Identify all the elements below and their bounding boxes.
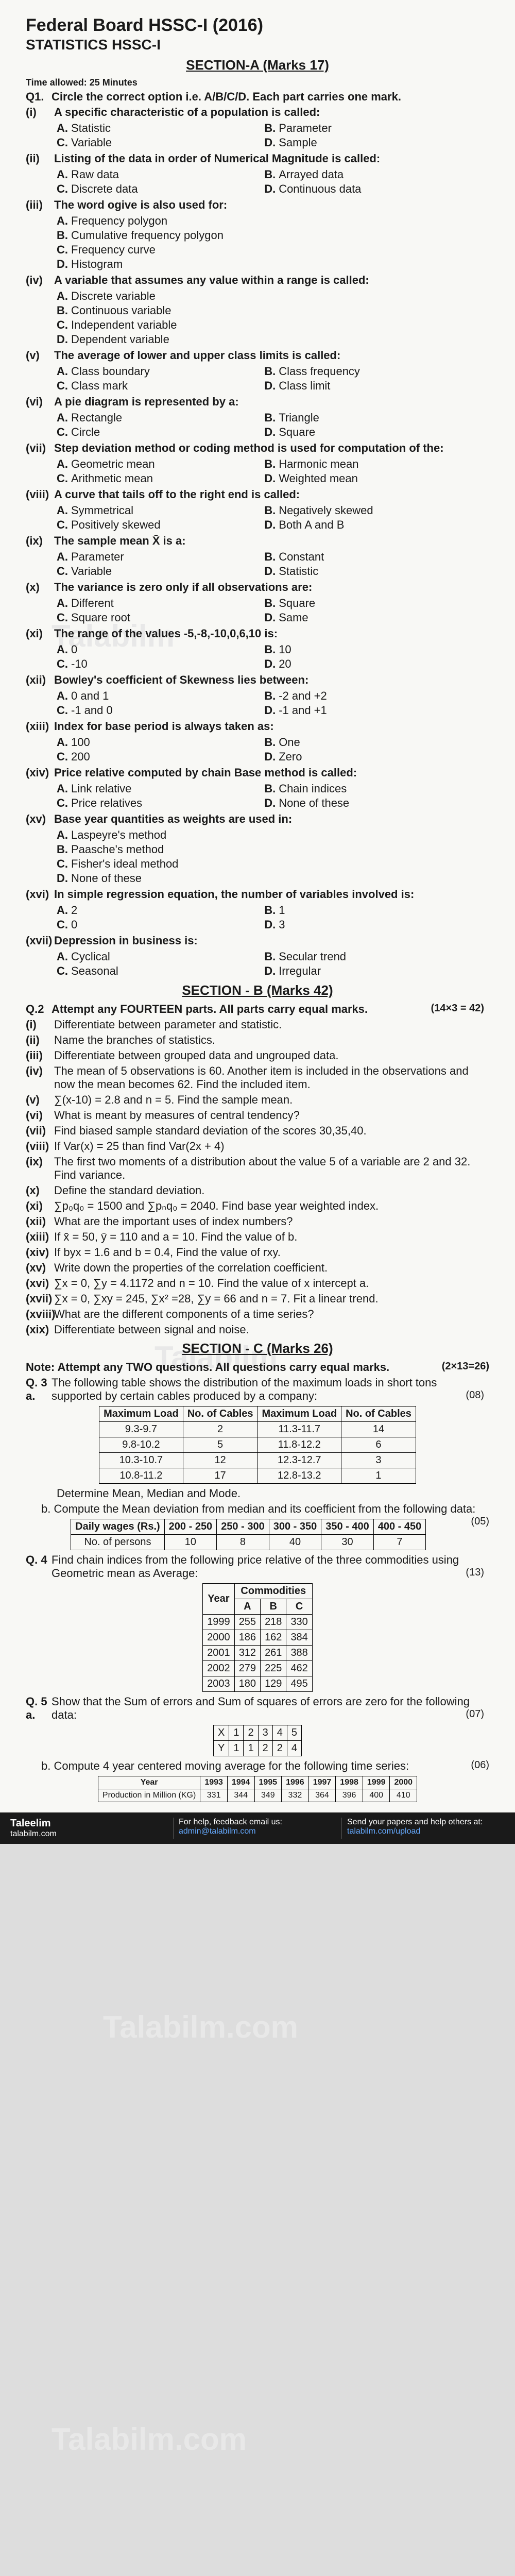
part-text: ∑x = 0, ∑xy = 245, ∑x² =28, ∑y = 66 and …: [54, 1292, 487, 1306]
q4-num: Q. 4: [26, 1553, 52, 1567]
part-text: A curve that tails off to the right end …: [54, 488, 487, 501]
section-c: SECTION - C (Marks 26): [26, 1341, 489, 1357]
q2-text: Attempt any FOURTEEN parts. All parts ca…: [52, 1003, 484, 1016]
part-num: (xix): [26, 1323, 54, 1336]
part-num: (xvi): [26, 1277, 54, 1290]
part-text: The mean of 5 observations is 60. Anothe…: [54, 1064, 487, 1091]
part-text: The first two moments of a distribution …: [54, 1155, 487, 1182]
part-text: Write down the properties of the correla…: [54, 1261, 487, 1275]
part-num: (xv): [26, 812, 54, 826]
part-num: (vii): [26, 1124, 54, 1138]
part-num: (v): [26, 349, 54, 362]
q1-num: Q1.: [26, 90, 52, 104]
part-num: (iv): [26, 1064, 54, 1078]
part-text: In simple regression equation, the numbe…: [54, 888, 487, 901]
table-q4: YearCommodities ABC 19992552183302000186…: [202, 1583, 313, 1692]
time-allowed: Time allowed: 25 Minutes: [26, 77, 489, 88]
q5b-text: b. Compute 4 year centered moving averag…: [41, 1759, 409, 1772]
part-text: Find biased sample standard deviation of…: [54, 1124, 487, 1138]
part-num: (viii): [26, 488, 54, 501]
part-num: (x): [26, 1184, 54, 1197]
part-num: (ii): [26, 152, 54, 165]
part-text: Base year quantities as weights are used…: [54, 812, 487, 826]
q3b-text: b. Compute the Mean deviation from media…: [41, 1502, 475, 1515]
part-num: (viii): [26, 1140, 54, 1153]
part-text: A variable that assumes any value within…: [54, 274, 487, 287]
part-text: Step deviation method or coding method i…: [54, 442, 487, 455]
part-text: ∑p₀q₀ = 1500 and ∑pₙq₀ = 2040. Find base…: [54, 1199, 487, 1213]
table-q5b: Year19931994199519961997199819992000Prod…: [98, 1776, 417, 1802]
part-num: (vi): [26, 1109, 54, 1122]
part-num: (i): [26, 106, 54, 119]
part-num: (iii): [26, 1049, 54, 1062]
part-text: The range of the values -5,-8,-10,0,6,10…: [54, 627, 487, 640]
q1-text: Circle the correct option i.e. A/B/C/D. …: [52, 90, 484, 104]
part-text: ∑(x-10) = 2.8 and n = 5. Find the sample…: [54, 1093, 487, 1107]
part-num: (i): [26, 1018, 54, 1031]
subject: STATISTICS HSSC-I: [26, 37, 489, 53]
part-text: ∑x = 0, ∑y = 4.1172 and n = 10. Find the…: [54, 1277, 487, 1290]
part-num: (vii): [26, 442, 54, 455]
part-num: (xvi): [26, 888, 54, 901]
q5-num: Q. 5 a.: [26, 1695, 52, 1722]
secc-marks: (2×13=26): [442, 1361, 489, 1372]
part-num: (xviii): [26, 1308, 54, 1321]
q3-text: The following table shows the distributi…: [52, 1376, 484, 1403]
part-num: (xiii): [26, 1230, 54, 1244]
part-text: Differentiate between grouped data and u…: [54, 1049, 487, 1062]
part-num: (xi): [26, 1199, 54, 1213]
part-num: (xiv): [26, 1246, 54, 1259]
part-text: Depression in business is:: [54, 934, 487, 947]
part-num: (ix): [26, 1155, 54, 1168]
part-num: (xiv): [26, 766, 54, 779]
part-num: (xv): [26, 1261, 54, 1275]
part-text: Differentiate between parameter and stat…: [54, 1018, 487, 1031]
part-num: (ii): [26, 1033, 54, 1047]
section-a: SECTION-A (Marks 17): [26, 57, 489, 73]
part-num: (iv): [26, 274, 54, 287]
part-num: (xii): [26, 673, 54, 687]
part-num: (xii): [26, 1215, 54, 1228]
part-text: The variance is zero only if all observa…: [54, 581, 487, 594]
part-text: The word ogive is also used for:: [54, 198, 487, 212]
part-text: What are the different components of a t…: [54, 1308, 487, 1321]
part-num: (x): [26, 581, 54, 594]
part-text: A specific characteristic of a populatio…: [54, 106, 487, 119]
part-text: Name the branches of statistics.: [54, 1033, 487, 1047]
q3-num: Q. 3 a.: [26, 1376, 52, 1403]
footer: Taleelimtalabilm.com For help, feedback …: [0, 1812, 515, 1844]
part-text: If byx = 1.6 and b = 0.4, Find the value…: [54, 1246, 487, 1259]
part-num: (ix): [26, 534, 54, 548]
q5-text: Show that the Sum of errors and Sum of s…: [52, 1695, 484, 1722]
q3a-text: Determine Mean, Median and Mode.: [26, 1487, 489, 1500]
part-text: What is meant by measures of central ten…: [54, 1109, 487, 1122]
q4-text: Find chain indices from the following pr…: [52, 1553, 484, 1580]
part-text: If x̄ = 50, ȳ = 110 and a = 10. Find the…: [54, 1230, 487, 1244]
part-text: Index for base period is always taken as…: [54, 720, 487, 733]
table-q5a: X12345Y11224: [213, 1725, 302, 1756]
part-text: A pie diagram is represented by a:: [54, 395, 487, 409]
part-num: (xiii): [26, 720, 54, 733]
table-q3: Maximum LoadNo. of CablesMaximum LoadNo.…: [99, 1406, 416, 1484]
part-num: (v): [26, 1093, 54, 1107]
part-text: Listing of the data in order of Numerica…: [54, 152, 487, 165]
part-num: (xvii): [26, 934, 54, 947]
secc-note: Note: Attempt any TWO questions. All que…: [26, 1361, 389, 1374]
part-text: The sample mean X̄ is a:: [54, 534, 487, 548]
section-b: SECTION - B (Marks 42): [26, 982, 489, 998]
table-q3b: Daily wages (Rs.)200 - 250250 - 300300 -…: [71, 1519, 426, 1550]
part-num: (iii): [26, 198, 54, 212]
part-num: (xvii): [26, 1292, 54, 1306]
part-text: What are the important uses of index num…: [54, 1215, 487, 1228]
part-num: (vi): [26, 395, 54, 409]
part-text: If Var(x) = 25 than find Var(2x + 4): [54, 1140, 487, 1153]
part-text: Bowley's coefficient of Skewness lies be…: [54, 673, 487, 687]
part-text: The average of lower and upper class lim…: [54, 349, 487, 362]
part-num: (xi): [26, 627, 54, 640]
q2-num: Q.2: [26, 1003, 52, 1016]
board-title: Federal Board HSSC-I (2016): [26, 15, 489, 36]
part-text: Differentiate between signal and noise.: [54, 1323, 487, 1336]
part-text: Define the standard deviation.: [54, 1184, 487, 1197]
part-text: Price relative computed by chain Base me…: [54, 766, 487, 779]
